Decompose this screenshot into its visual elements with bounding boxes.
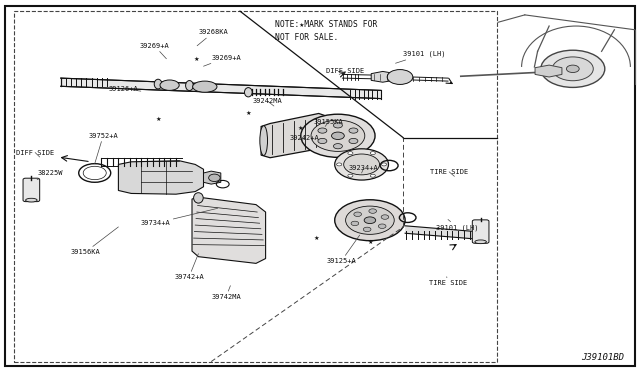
Circle shape — [301, 114, 375, 157]
Circle shape — [381, 215, 388, 219]
Text: DIFF SIDE: DIFF SIDE — [16, 150, 54, 157]
Circle shape — [333, 123, 342, 128]
Text: 39234+A: 39234+A — [349, 165, 378, 173]
Circle shape — [318, 128, 327, 133]
Circle shape — [387, 70, 413, 84]
Polygon shape — [192, 197, 266, 263]
Polygon shape — [204, 171, 221, 184]
Circle shape — [381, 163, 387, 166]
Ellipse shape — [244, 87, 252, 97]
Polygon shape — [261, 113, 326, 158]
Text: 39101 (LH): 39101 (LH) — [396, 51, 445, 63]
Circle shape — [333, 144, 342, 149]
Circle shape — [344, 154, 380, 175]
Text: 39752+A: 39752+A — [88, 133, 118, 164]
Ellipse shape — [26, 198, 37, 202]
Polygon shape — [118, 161, 204, 194]
Text: NOT FOR SALE.: NOT FOR SALE. — [275, 33, 339, 42]
Circle shape — [370, 174, 375, 177]
Ellipse shape — [160, 80, 179, 90]
Circle shape — [354, 212, 362, 217]
FancyBboxPatch shape — [472, 220, 489, 243]
Text: 39268KA: 39268KA — [197, 29, 228, 46]
Ellipse shape — [209, 174, 220, 182]
Ellipse shape — [193, 193, 204, 203]
Text: 39742MA: 39742MA — [211, 286, 241, 300]
Circle shape — [311, 120, 365, 151]
Circle shape — [566, 65, 579, 73]
Circle shape — [364, 217, 376, 224]
Circle shape — [83, 166, 106, 180]
Text: 38225W: 38225W — [37, 170, 63, 180]
Circle shape — [335, 200, 405, 241]
Text: 39155KA: 39155KA — [314, 119, 343, 126]
Circle shape — [337, 163, 342, 166]
Polygon shape — [61, 78, 381, 99]
Text: 39101 (LH): 39101 (LH) — [436, 219, 479, 231]
Circle shape — [318, 138, 327, 144]
Circle shape — [332, 132, 344, 140]
Text: 39269+A: 39269+A — [140, 43, 169, 59]
Circle shape — [364, 227, 371, 232]
Text: ★: ★ — [156, 116, 161, 122]
Circle shape — [348, 152, 353, 155]
Text: 39242MA: 39242MA — [253, 98, 282, 106]
Ellipse shape — [260, 126, 268, 155]
Text: 39242+A: 39242+A — [289, 135, 319, 141]
Text: ★: ★ — [298, 126, 303, 131]
Circle shape — [552, 57, 593, 81]
Text: 39742+A: 39742+A — [174, 254, 204, 280]
Ellipse shape — [154, 79, 162, 89]
Text: ★: ★ — [314, 236, 319, 241]
Circle shape — [541, 50, 605, 87]
Text: 39125+A: 39125+A — [326, 235, 360, 264]
Text: 39126+A: 39126+A — [109, 86, 141, 92]
Text: TIRE SIDE: TIRE SIDE — [429, 277, 467, 286]
Ellipse shape — [193, 81, 217, 92]
Circle shape — [335, 149, 388, 180]
Circle shape — [348, 174, 353, 177]
Circle shape — [378, 224, 386, 228]
Ellipse shape — [186, 80, 193, 90]
FancyBboxPatch shape — [23, 178, 40, 202]
Text: 39156KA: 39156KA — [70, 227, 118, 255]
Circle shape — [349, 138, 358, 144]
Text: TIRE SIDE: TIRE SIDE — [430, 169, 468, 176]
Circle shape — [370, 152, 375, 155]
Polygon shape — [371, 71, 394, 82]
Circle shape — [369, 209, 376, 213]
Text: DIFF SIDE: DIFF SIDE — [326, 68, 365, 74]
Text: ★: ★ — [367, 240, 372, 245]
Polygon shape — [405, 226, 474, 239]
Text: 39269+A: 39269+A — [204, 55, 241, 66]
Text: ★: ★ — [246, 111, 251, 116]
Ellipse shape — [475, 240, 486, 244]
Text: NOTE:★MARK STANDS FOR: NOTE:★MARK STANDS FOR — [275, 20, 378, 29]
Circle shape — [349, 128, 358, 133]
Text: J39101BD: J39101BD — [581, 353, 624, 362]
Circle shape — [346, 206, 394, 234]
Text: ★: ★ — [194, 57, 199, 62]
Text: 39734+A: 39734+A — [141, 208, 218, 226]
Polygon shape — [535, 65, 562, 77]
Circle shape — [351, 221, 359, 226]
Bar — [14, 11, 497, 362]
